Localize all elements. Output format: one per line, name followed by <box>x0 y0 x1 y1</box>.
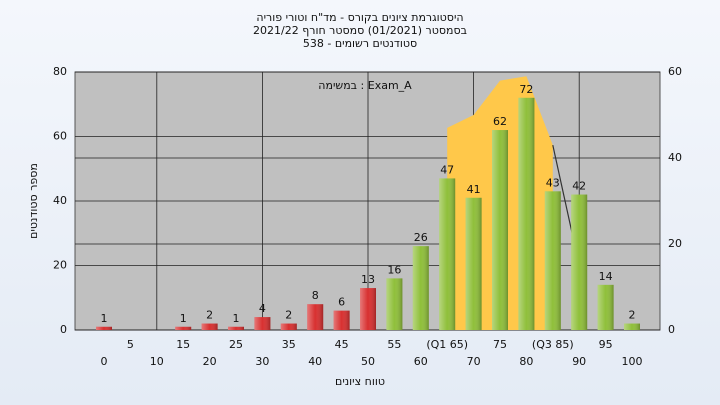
bar-shade <box>360 288 376 330</box>
x-tick-label: 45 <box>335 338 349 351</box>
y-tick-label: 40 <box>53 194 67 207</box>
bar-shade <box>175 326 192 330</box>
x-tick-label: 75 <box>493 338 507 351</box>
x-tick-label: 30 <box>255 355 269 368</box>
value-label: 42 <box>572 180 586 193</box>
bar-shade <box>624 323 640 330</box>
x-tick-label: 100 <box>622 355 643 368</box>
bar-shade <box>544 191 561 330</box>
x-tick-label: 40 <box>308 355 322 368</box>
bar-shade <box>412 246 429 330</box>
value-label: 8 <box>312 289 319 302</box>
bar-shade <box>571 194 588 330</box>
bar-shade <box>465 197 482 330</box>
value-label: 2 <box>629 309 636 322</box>
x-tick-label: 50 <box>361 355 375 368</box>
x-tick-label: 35 <box>282 338 296 351</box>
value-label: 4 <box>259 302 266 315</box>
value-label: 1 <box>101 312 108 325</box>
annotation: במשימה : Exam_A <box>318 79 412 92</box>
value-label: 1 <box>233 312 240 325</box>
value-label: 1 <box>180 312 187 325</box>
x-tick-label: 5 <box>127 338 134 351</box>
value-label: 43 <box>546 176 560 189</box>
y-tick-label: 80 <box>53 65 67 78</box>
value-label: 6 <box>338 296 345 309</box>
value-label: 62 <box>493 115 507 128</box>
y-axis-label: מספר סטודנטים <box>27 163 40 239</box>
x-tick-label: 25 <box>229 338 243 351</box>
x-tick-label: 55 <box>387 338 401 351</box>
bar-shade <box>254 317 271 330</box>
value-label: 72 <box>519 83 533 96</box>
y-tick-label: 0 <box>60 323 67 336</box>
bar-shade <box>228 326 244 330</box>
y2-tick-label: 0 <box>668 323 675 336</box>
x-tick-label: (Q1 65) <box>426 338 468 351</box>
value-label: 2 <box>206 309 213 322</box>
value-label: 47 <box>440 163 454 176</box>
bar-shade <box>492 130 508 330</box>
x-tick-label: 90 <box>572 355 586 368</box>
value-label: 2 <box>285 309 292 322</box>
chart-title: היסטוגרמת ציונים בקורס - מד"ח וטורי פורי… <box>256 11 463 24</box>
bar-shade <box>518 97 535 330</box>
bar-shade <box>597 284 614 330</box>
x-tick-label: (Q3 85) <box>532 338 574 351</box>
bar-shade <box>333 310 350 330</box>
value-label: 16 <box>387 263 401 276</box>
bar-shade <box>201 323 218 330</box>
y2-tick-label: 40 <box>668 151 682 164</box>
bar-shade <box>439 178 456 330</box>
x-tick-label: 60 <box>414 355 428 368</box>
chart-subtitle: סטודנטים רשומים - 538 <box>303 37 417 50</box>
y-tick-label: 20 <box>53 259 67 272</box>
chart-subtitle: בסמסטר (01/2021) סמסטר חורף 2021/22 <box>253 24 467 37</box>
value-label: 13 <box>361 273 375 286</box>
x-tick-label: 95 <box>599 338 613 351</box>
x-tick-label: 0 <box>101 355 108 368</box>
x-tick-label: 15 <box>176 338 190 351</box>
bar-shade <box>386 278 403 330</box>
x-tick-label: 10 <box>150 355 164 368</box>
value-label: 26 <box>414 231 428 244</box>
y-tick-label: 60 <box>53 130 67 143</box>
y2-tick-label: 20 <box>668 237 682 250</box>
bar-shade <box>307 304 324 330</box>
x-tick-label: 70 <box>467 355 481 368</box>
x-tick-label: 80 <box>519 355 533 368</box>
x-axis-label: טווח ציונים <box>335 375 385 388</box>
x-tick-label: 20 <box>203 355 217 368</box>
value-label: 41 <box>467 183 481 196</box>
bar-shade <box>280 323 297 330</box>
y2-tick-label: 60 <box>668 65 682 78</box>
value-label: 14 <box>599 270 613 283</box>
bar-shade <box>96 326 112 330</box>
